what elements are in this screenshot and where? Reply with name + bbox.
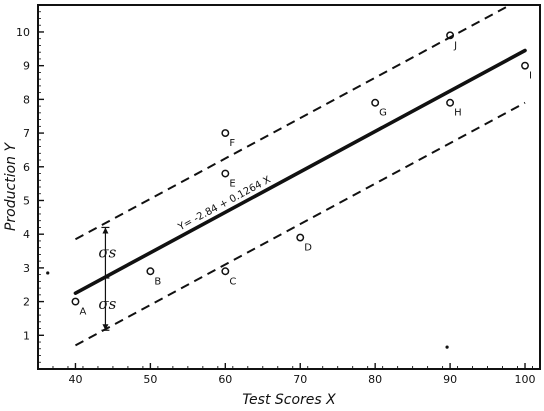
data-point-I (521, 61, 529, 70)
x-tick-label-100: 100 (515, 373, 536, 386)
x-tick-label-90: 90 (443, 373, 457, 386)
y-tick-label-4: 4 (23, 228, 30, 241)
data-point-label-B: B (154, 276, 161, 287)
stray-dot-2 (445, 345, 449, 349)
sigma-upper-label: σs (98, 244, 116, 262)
data-point-H (446, 98, 455, 107)
y-tick-label-1: 1 (23, 329, 30, 342)
x-tick-label-60: 60 (218, 373, 232, 386)
y-tick-label-10: 10 (16, 26, 30, 39)
data-point-G (371, 98, 380, 107)
data-point-label-G: G (379, 108, 387, 119)
data-point-A (71, 297, 80, 306)
stray-dot-1 (46, 271, 50, 275)
y-tick-label-6: 6 (23, 161, 30, 174)
data-point-J (446, 31, 455, 40)
x-tick-label-50: 50 (143, 373, 157, 386)
regression-equation-label: Y= -2.84 + 0.1264 X (176, 174, 273, 233)
data-point-label-C: C (229, 276, 236, 287)
y-tick-label-2: 2 (23, 296, 30, 309)
x-tick-label-80: 80 (368, 373, 382, 386)
data-point-C (221, 267, 230, 276)
data-point-D (296, 233, 305, 242)
data-point-F (221, 129, 230, 138)
regression-line (73, 48, 527, 295)
sigma-lower-label: σs (98, 295, 116, 313)
data-point-label-F: F (229, 138, 235, 149)
upper-band-line (74, 4, 511, 241)
x-axis-title: Test Scores X (242, 392, 336, 408)
lower-band-line (74, 101, 526, 347)
data-point-label-A: A (79, 307, 86, 318)
y-axis-title: Production Y (3, 142, 19, 231)
y-tick-label-3: 3 (23, 262, 30, 275)
y-tick-label-8: 8 (23, 93, 30, 106)
data-point-B (146, 267, 155, 276)
y-tick-label-7: 7 (23, 127, 30, 140)
data-point-label-J: J (453, 40, 457, 51)
x-tick-label-70: 70 (293, 373, 307, 386)
data-point-label-H: H (454, 108, 462, 119)
y-tick-label-5: 5 (23, 194, 30, 207)
sigma-arrow-up (102, 227, 109, 234)
data-point-E (221, 169, 230, 178)
data-point-label-D: D (304, 243, 312, 254)
x-tick-label-40: 40 (68, 373, 82, 386)
plot-frame (37, 4, 541, 370)
data-point-label-E: E (229, 179, 235, 190)
y-tick-label-9: 9 (23, 60, 30, 73)
data-point-label-I: I (529, 71, 532, 82)
plot-area: 40 50 60 70 80 90 100 1 2 3 4 5 6 7 8 9 10 A B C D E F G H I Jσs σs (16, 4, 541, 386)
sigma-arrow-down (102, 324, 109, 331)
